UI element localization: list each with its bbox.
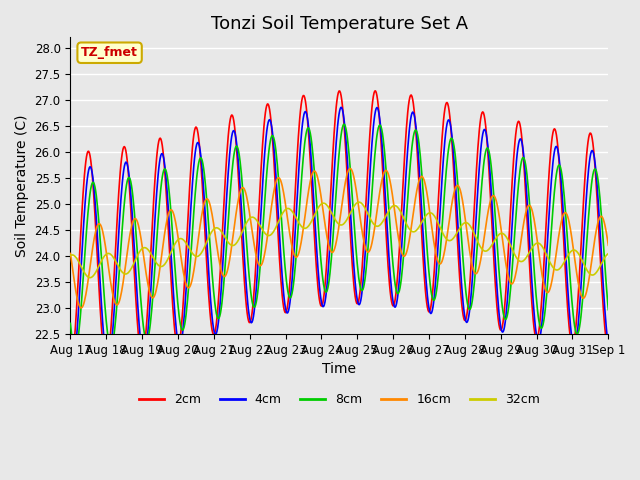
Y-axis label: Soil Temperature (C): Soil Temperature (C) [15, 115, 29, 257]
X-axis label: Time: Time [323, 362, 356, 376]
Legend: 2cm, 4cm, 8cm, 16cm, 32cm: 2cm, 4cm, 8cm, 16cm, 32cm [134, 388, 545, 411]
Text: TZ_fmet: TZ_fmet [81, 46, 138, 59]
Title: Tonzi Soil Temperature Set A: Tonzi Soil Temperature Set A [211, 15, 468, 33]
